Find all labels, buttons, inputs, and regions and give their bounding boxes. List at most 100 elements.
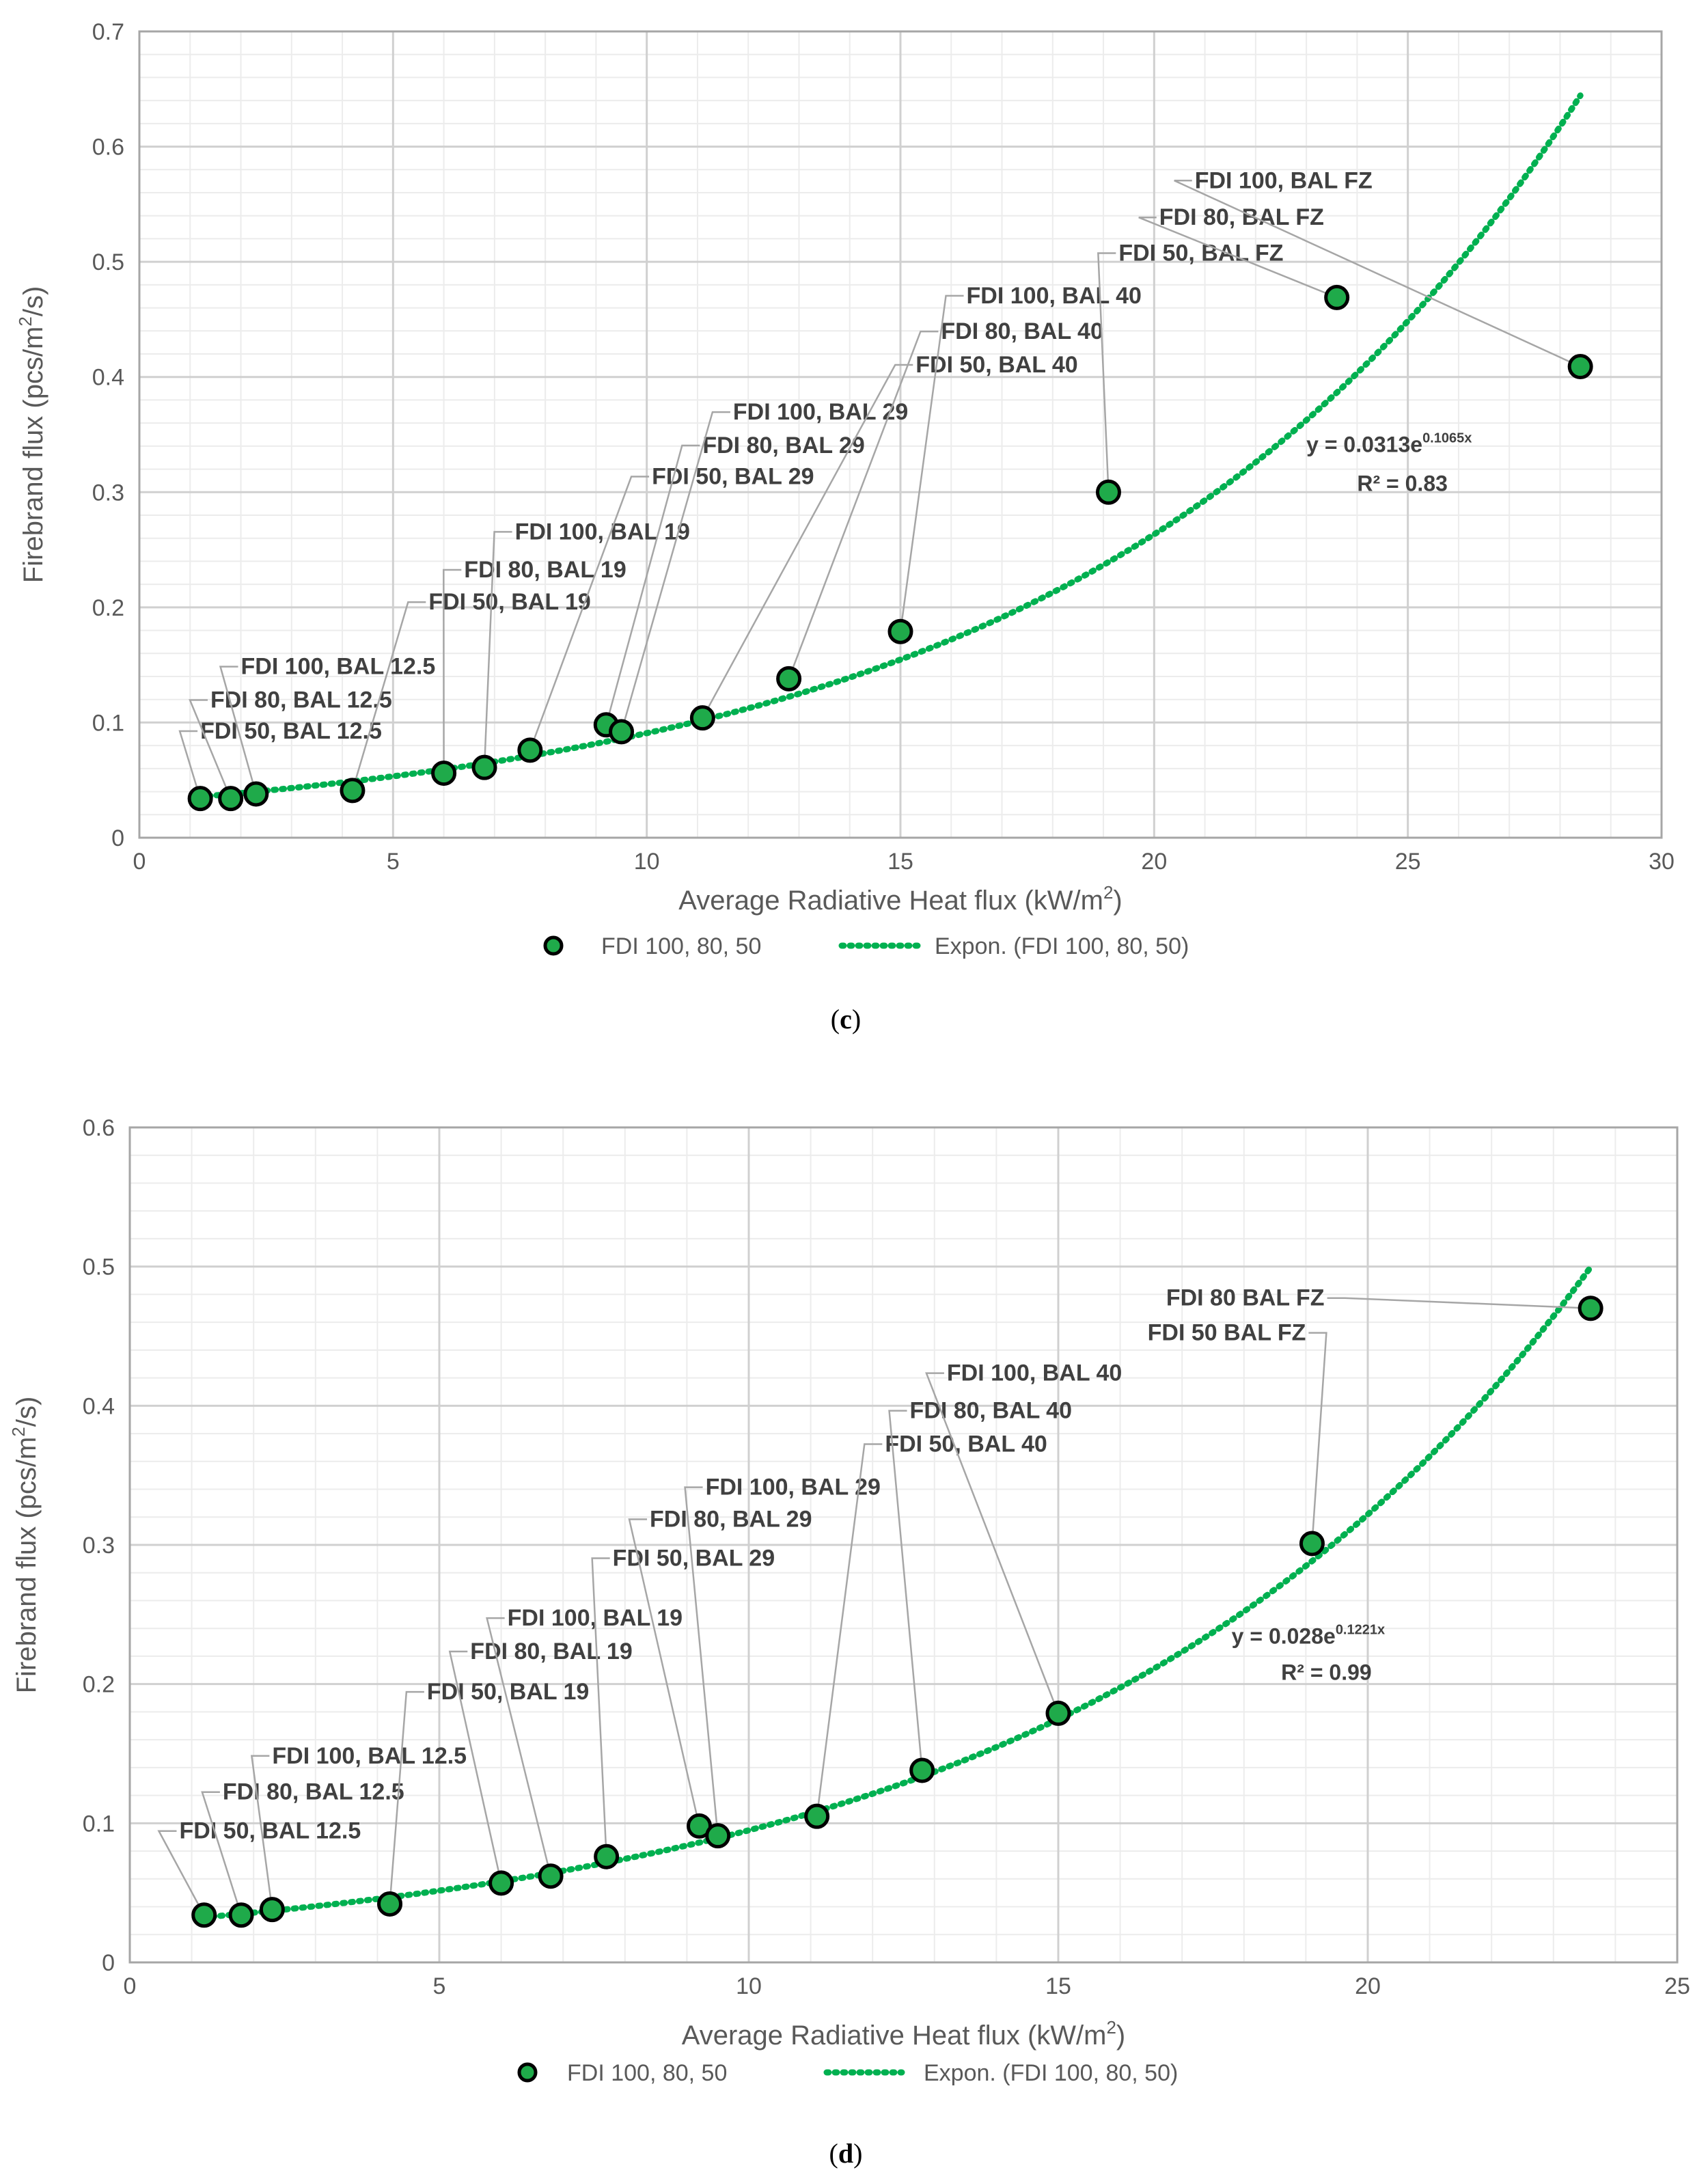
leader-line bbox=[888, 1410, 923, 1771]
leader-line bbox=[628, 1518, 700, 1826]
x-tick-label: 5 bbox=[387, 849, 400, 875]
data-point bbox=[1299, 1531, 1325, 1557]
data-label: FDI 100, BAL 40 bbox=[947, 1360, 1122, 1386]
data-point bbox=[1095, 479, 1121, 505]
data-point bbox=[1324, 284, 1350, 310]
leader-line bbox=[486, 1617, 552, 1877]
data-point bbox=[689, 705, 715, 731]
data-label: FDI 100, BAL 29 bbox=[706, 1475, 881, 1500]
data-label: FDI 50 BAL FZ bbox=[1148, 1320, 1306, 1346]
y-tick-label: 0 bbox=[111, 825, 124, 851]
leader-line bbox=[1174, 180, 1581, 368]
data-label: FDI 80, BAL 29 bbox=[702, 433, 864, 458]
data-label: FDI 80, BAL 19 bbox=[464, 557, 626, 583]
x-tick-label: 20 bbox=[1355, 1973, 1381, 1999]
y-tick-label: 0.6 bbox=[83, 1115, 115, 1141]
data-label: FDI 100, BAL 12.5 bbox=[241, 654, 436, 680]
data-label: FDI 80, BAL FZ bbox=[1159, 204, 1324, 230]
data-point bbox=[191, 1902, 217, 1928]
y-tick-label: 0.1 bbox=[83, 1811, 115, 1837]
data-point bbox=[804, 1803, 830, 1829]
y-tick-label: 0.5 bbox=[83, 1255, 115, 1280]
x-tick-label: 15 bbox=[887, 849, 913, 875]
data-point bbox=[1045, 1700, 1071, 1726]
data-label: FDI 50, BAL 29 bbox=[652, 463, 814, 489]
legend-series-label: FDI 100, 80, 50 bbox=[567, 2060, 727, 2086]
x-axis-title: Average Radiative Heat flux (kW/m2) bbox=[682, 2017, 1126, 2051]
data-point bbox=[538, 1863, 564, 1889]
trend-equation: y = 0.028e0.1221x bbox=[1232, 1623, 1385, 1649]
leader-line bbox=[788, 330, 939, 679]
y-tick-label: 0.2 bbox=[92, 595, 124, 621]
y-axis-title: Firebrand flux (pcs/m2/s) bbox=[15, 286, 49, 584]
data-label: FDI 100, BAL 40 bbox=[967, 283, 1142, 309]
data-point bbox=[1578, 1296, 1603, 1321]
x-tick-label: 25 bbox=[1395, 849, 1421, 875]
data-point bbox=[218, 786, 244, 812]
leader-line bbox=[529, 476, 650, 751]
x-tick-label: 20 bbox=[1141, 849, 1167, 875]
x-tick-label: 0 bbox=[133, 849, 146, 875]
plot-area-border bbox=[138, 30, 1663, 839]
leader-line bbox=[605, 444, 700, 726]
panel-caption: (c) bbox=[831, 1004, 861, 1034]
legend-trend-label: Expon. (FDI 100, 80, 50) bbox=[935, 933, 1189, 959]
data-point bbox=[705, 1823, 731, 1849]
plot-area-border bbox=[128, 1126, 1679, 1964]
y-tick-label: 0.6 bbox=[92, 135, 124, 161]
data-point bbox=[377, 1891, 403, 1917]
markers bbox=[187, 284, 1593, 812]
leader-line bbox=[201, 1791, 243, 1916]
legend-marker bbox=[517, 2062, 538, 2083]
data-label: FDI 80 BAL FZ bbox=[1166, 1285, 1325, 1311]
leader-line bbox=[1308, 1332, 1327, 1544]
trend-equation: y = 0.0313e0.1065x bbox=[1306, 430, 1472, 456]
leader-line bbox=[1138, 216, 1338, 299]
data-label: FDI 80, BAL 40 bbox=[941, 318, 1103, 344]
data-label: FDI 100, BAL 19 bbox=[515, 519, 690, 545]
data-point bbox=[187, 786, 213, 812]
data-label: FDI 50, BAL 19 bbox=[428, 589, 590, 615]
x-tick-label: 15 bbox=[1045, 1973, 1071, 1999]
data-label: FDI 100, BAL 29 bbox=[733, 399, 908, 425]
x-tick-label: 10 bbox=[736, 1973, 762, 1999]
data-label: FDI 80, BAL 40 bbox=[910, 1398, 1072, 1424]
legend-series-label: FDI 100, 80, 50 bbox=[601, 933, 761, 959]
y-tick-label: 0.1 bbox=[92, 710, 124, 736]
data-label: FDI 50, BAL 12.5 bbox=[179, 1818, 361, 1844]
leader-line bbox=[816, 1443, 883, 1817]
data-label: FDI 80, BAL 12.5 bbox=[223, 1779, 404, 1805]
leader-line bbox=[448, 1650, 502, 1884]
data-point bbox=[887, 618, 913, 644]
y-tick-label: 0.2 bbox=[83, 1672, 115, 1698]
y-axis-title: Firebrand flux (pcs/m2/s) bbox=[8, 1397, 42, 1694]
data-point bbox=[776, 666, 802, 691]
exponential-trendline bbox=[201, 1264, 1594, 1921]
markers bbox=[191, 1296, 1603, 1928]
data-label: FDI 80, BAL 29 bbox=[650, 1507, 812, 1533]
data-point bbox=[1567, 354, 1593, 380]
r-squared: R² = 0.99 bbox=[1281, 1660, 1372, 1685]
x-tick-label: 30 bbox=[1649, 849, 1675, 875]
legend-marker bbox=[543, 935, 564, 956]
y-tick-label: 0.4 bbox=[83, 1393, 115, 1419]
leader-line bbox=[591, 1557, 610, 1857]
legend-trend-label: Expon. (FDI 100, 80, 50) bbox=[924, 2060, 1178, 2086]
data-point bbox=[259, 1897, 285, 1923]
r-squared: R² = 0.83 bbox=[1357, 471, 1448, 496]
data-point bbox=[431, 760, 457, 786]
x-tick-label: 10 bbox=[634, 849, 660, 875]
x-tick-label: 25 bbox=[1664, 1973, 1690, 1999]
leader-line bbox=[620, 411, 730, 732]
data-point bbox=[609, 719, 635, 745]
y-tick-label: 0.3 bbox=[92, 480, 124, 506]
leader-line bbox=[899, 294, 964, 632]
data-point bbox=[909, 1757, 935, 1783]
leader-line bbox=[189, 699, 232, 799]
leader-line bbox=[1097, 252, 1116, 493]
legend: FDI 100, 80, 50 Expon. (FDI 100, 80, 50) bbox=[517, 2060, 1178, 2086]
leader-line bbox=[1327, 1297, 1591, 1310]
y-tick-label: 0.5 bbox=[92, 249, 124, 275]
y-tick-label: 0 bbox=[102, 1950, 115, 1976]
data-point bbox=[471, 754, 497, 780]
